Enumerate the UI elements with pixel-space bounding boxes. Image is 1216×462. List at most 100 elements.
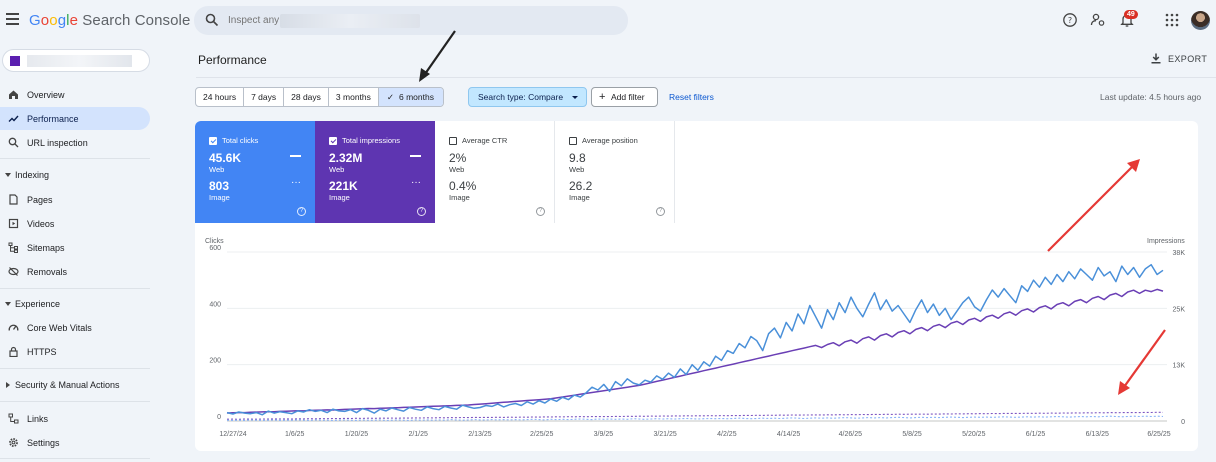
metric-image-label: Image [209,193,230,202]
dashed-line-legend-icon: ··· [291,177,301,188]
sidebar-item-performance[interactable]: Performance [0,107,150,130]
menu-icon[interactable] [6,13,19,25]
logo-letter: g [57,12,67,29]
header-divider [196,77,1216,78]
sidebar-item-videos[interactable]: Videos [0,212,150,235]
solid-line-legend-icon [410,155,421,157]
redacted-text [280,14,420,28]
metric-image-value: 221K [329,179,358,193]
sidebar-item-label: Performance [27,113,79,124]
metric-average-ctr[interactable]: Average CTR 2% Web 0.4% Image ? [435,121,555,223]
x-tick-label: 3/21/25 [653,431,676,438]
removals-icon [8,267,19,276]
sidebar-item-label: Pages [27,194,53,205]
add-filter-button[interactable]: + Add filter [591,87,658,107]
sidebar-item-url-inspection[interactable]: URL inspection [0,131,150,154]
logo-letter: o [40,12,50,29]
metric-total-impressions[interactable]: Total impressions 2.32M Web 221K Image ·… [315,121,435,223]
top-bar: Google Search Console ? 49 [0,0,1216,42]
range-7-days[interactable]: 7 days [244,88,285,106]
range-3-months[interactable]: 3 months [329,88,379,106]
reset-filters-link[interactable]: Reset filters [669,92,714,102]
caret-down-icon [572,96,578,99]
metric-label: Total clicks [222,136,259,145]
apps-grid-icon[interactable] [1164,12,1180,28]
metric-label: Average CTR [462,136,508,145]
metric-web-value: 2% [449,151,467,165]
series-line-1 [226,415,1164,421]
range-28-days[interactable]: 28 days [284,88,329,106]
left-tick-label: 400 [209,301,221,308]
x-tick-label: 6/13/25 [1086,431,1109,438]
x-tick-label: 2/25/25 [530,431,553,438]
user-settings-icon[interactable] [1090,12,1106,28]
checkbox-checked[interactable] [209,136,217,145]
export-label: EXPORT [1168,53,1208,64]
metric-label: Average position [582,136,638,145]
checkbox-unchecked[interactable] [569,136,577,145]
sidebar-item-settings[interactable]: Settings [0,431,150,454]
help-icon[interactable]: ? [417,207,426,216]
left-tick-label: 0 [217,414,221,421]
sidebar-divider [0,368,150,369]
sidebar-item-label: HTTPS [27,346,57,357]
videos-icon [8,218,19,229]
section-label: Experience [15,299,61,309]
sidebar-item-label: Removals [27,266,68,277]
speed-icon [8,324,19,331]
checkbox-unchecked[interactable] [449,136,457,145]
export-button[interactable]: EXPORT [1151,53,1207,64]
search-type-label: Search type: Compare [478,92,564,102]
help-icon[interactable]: ? [656,207,665,216]
search-type-dropdown[interactable]: Search type: Compare [468,87,587,107]
help-icon[interactable]: ? [536,207,545,216]
x-tick-label: 2/13/25 [468,431,491,438]
sidebar-item-links[interactable]: Links [0,407,150,430]
checkbox-checked[interactable] [329,136,337,145]
metric-image-label: Image [329,193,350,202]
right-tick-label: 0 [1181,419,1185,426]
help-icon[interactable]: ? [1062,12,1078,28]
metric-web-value: 9.8 [569,151,586,165]
sidebar-item-core-web-vitals[interactable]: Core Web Vitals [0,316,150,339]
range-6-months[interactable]: ✓ 6 months [378,88,443,106]
app-logo[interactable]: Google Search Console [29,12,190,29]
url-inspect-search[interactable] [194,6,628,35]
pages-icon [9,194,18,205]
range-24-hours[interactable]: 24 hours [196,88,245,106]
sitemap-icon [8,242,18,253]
lock-icon [9,346,18,357]
property-selector[interactable] [2,49,150,72]
black-annotation-arrow [419,30,456,82]
chevron-down-icon [5,302,11,306]
right-tick-label: 25K [1173,306,1186,313]
metric-web-label: Web [209,165,225,174]
sidebar-item-label: Videos [27,218,55,229]
range-label: 6 months [399,92,434,102]
metric-image-value: 26.2 [569,179,593,193]
metric-total-clicks[interactable]: Total clicks 45.6K Web 803 Image ··· ? [195,121,315,223]
gear-icon [9,438,18,447]
help-icon[interactable]: ? [297,207,306,216]
sidebar-item-overview[interactable]: Overview [0,83,150,106]
last-update-text: Last update: 4.5 hours ago [1100,92,1202,102]
sidebar-divider [0,158,150,159]
sidebar-item-pages[interactable]: Pages [0,188,150,211]
avatar[interactable] [1191,11,1210,30]
sidebar-item-sitemaps[interactable]: Sitemaps [0,236,150,259]
sidebar-item-https[interactable]: HTTPS [0,340,150,363]
solid-line-legend-icon [290,155,301,157]
sidebar-item-label: Overview [27,89,65,100]
metric-average-position[interactable]: Average position 9.8 Web 26.2 Image ? [555,121,675,223]
sidebar-divider [0,401,150,402]
sidebar-item-removals[interactable]: Removals [0,260,150,283]
property-icon [10,56,20,66]
page-title: Performance [198,53,267,67]
performance-chart[interactable]: 0 200 400 600 0 13K 25K 38K 12/27/24 1/6/25 1/20/2… [195,121,1198,451]
sidebar-item-label: Core Web Vitals [27,322,92,333]
left-axis-title: Clicks [205,238,224,245]
series-line-2 [226,288,1164,414]
metric-image-value: 0.4% [449,179,477,193]
metric-web-label: Web [449,165,465,174]
